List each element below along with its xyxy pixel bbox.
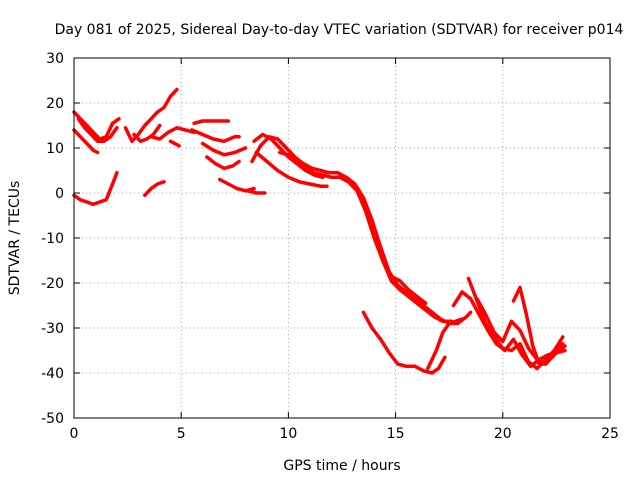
series-track-9 bbox=[168, 139, 181, 148]
series-track-14 bbox=[218, 177, 256, 193]
y-tick-label: 0 bbox=[55, 186, 64, 202]
series-track-3 bbox=[72, 128, 100, 155]
data-series bbox=[72, 87, 567, 375]
series-track-24 bbox=[451, 290, 567, 369]
series-track-7 bbox=[143, 180, 166, 198]
y-tick-label: -20 bbox=[41, 276, 64, 292]
x-tick-label: 25 bbox=[601, 426, 619, 442]
axis-ticks: 0 5 10 15 20 25 -50 -40 -30 -20 -10 0 10 20 30 bbox=[41, 51, 619, 442]
series-track-2 bbox=[72, 110, 121, 141]
series-track-23 bbox=[426, 317, 464, 371]
y-tick-label: -10 bbox=[41, 231, 64, 247]
series-track-12 bbox=[200, 141, 248, 157]
grid-lines bbox=[74, 58, 610, 418]
y-axis-label: SDTVAR / TECUs bbox=[7, 181, 23, 296]
y-tick-label: 30 bbox=[46, 51, 64, 67]
series-track-19 bbox=[278, 150, 454, 324]
x-tick-label: 10 bbox=[279, 426, 297, 442]
series-track-18 bbox=[245, 189, 267, 195]
y-tick-label: -30 bbox=[41, 321, 64, 337]
series-track-6 bbox=[132, 123, 162, 144]
series-track-22 bbox=[361, 310, 447, 375]
series-track-8 bbox=[149, 126, 196, 141]
series-track-10 bbox=[192, 119, 231, 126]
x-axis-label: GPS time / hours bbox=[283, 458, 400, 474]
series-track-25 bbox=[466, 276, 565, 371]
y-tick-label: 10 bbox=[46, 141, 64, 157]
series-track-1 bbox=[72, 171, 119, 207]
series-track-21 bbox=[346, 177, 428, 306]
series-track-5 bbox=[123, 87, 179, 144]
y-tick-label: -50 bbox=[41, 411, 64, 427]
y-tick-label: -40 bbox=[41, 366, 64, 382]
x-tick-label: 20 bbox=[494, 426, 512, 442]
series-track-11 bbox=[190, 128, 241, 144]
series-track-13 bbox=[205, 155, 241, 171]
series-track-15 bbox=[250, 135, 340, 175]
series-track-27 bbox=[511, 285, 567, 366]
series-track-17 bbox=[254, 150, 329, 188]
y-tick-label: 20 bbox=[46, 96, 64, 112]
chart-title: Day 081 of 2025, Sidereal Day-to-day VTE… bbox=[55, 22, 624, 38]
x-tick-label: 15 bbox=[387, 426, 405, 442]
x-tick-label: 0 bbox=[70, 426, 79, 442]
x-tick-label: 5 bbox=[177, 426, 186, 442]
series-track-4 bbox=[76, 117, 119, 144]
